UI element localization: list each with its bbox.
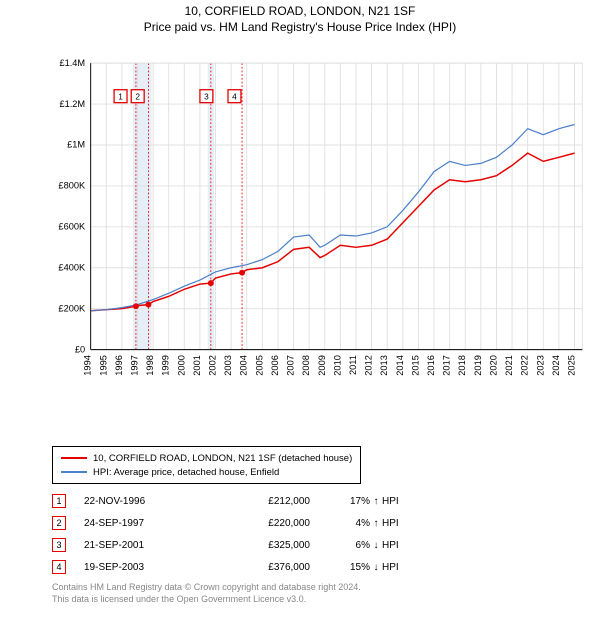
y-tick-label: £400K (58, 263, 86, 273)
x-tick-label: 2011 (348, 355, 358, 375)
y-tick-label: £1M (67, 140, 85, 150)
event-hpi: HPI (382, 496, 410, 507)
x-tick-label: 2003 (223, 355, 233, 376)
legend-label: HPI: Average price, detached house, Enfi… (93, 467, 279, 478)
event-hpi: HPI (382, 540, 410, 551)
event-date: 24-SEP-1997 (84, 518, 210, 529)
event-row: 1 22-NOV-1996£212,000 17%↑HPI (52, 490, 410, 512)
x-tick-label: 2013 (379, 355, 389, 376)
legend-item: 10, CORFIELD ROAD, LONDON, N21 1SF (deta… (61, 451, 352, 465)
x-tick-label: 2020 (488, 355, 498, 376)
y-tick-label: £800K (58, 181, 86, 191)
event-date: 19-SEP-2003 (84, 562, 210, 573)
x-tick-label: 1994 (83, 355, 93, 376)
x-tick-label: 2022 (520, 355, 530, 376)
legend-swatch (61, 471, 87, 473)
event-date: 22-NOV-1996 (84, 496, 210, 507)
x-tick-label: 2010 (332, 355, 342, 376)
footer-line2: This data is licensed under the Open Gov… (52, 594, 361, 606)
arrow-icon: ↑ (370, 518, 382, 529)
event-label-num: 3 (204, 91, 209, 101)
x-tick-label: 1995 (98, 355, 108, 376)
title-sub: Price paid vs. HM Land Registry's House … (0, 20, 600, 34)
chart-area: £0 £200K £400K £600K £800K £1M £1.2M £1.4M 1994 1… (50, 44, 586, 402)
chart-container: 10, CORFIELD ROAD, LONDON, N21 1SF Price… (0, 0, 600, 620)
event-pct: 17% (320, 496, 370, 507)
event-num-box: 2 (52, 516, 66, 530)
y-tick-label: £0 (75, 344, 85, 354)
x-tick-label: 2005 (254, 355, 264, 376)
chart-svg: £0 £200K £400K £600K £800K £1M £1.2M £1.4M 1994 1… (50, 44, 586, 402)
event-price: £220,000 (210, 518, 310, 529)
x-tick-label: 1998 (145, 355, 155, 376)
legend: 10, CORFIELD ROAD, LONDON, N21 1SF (deta… (52, 446, 361, 484)
events-table: 122-NOV-1996£212,00017%↑HPI224-SEP-1997£… (52, 490, 410, 578)
event-pct: 6% (320, 540, 370, 551)
x-tick-label: 2000 (176, 355, 186, 376)
event-row: 3 21-SEP-2001£325,000 6%↓HPI (52, 534, 410, 556)
x-tick-label: 2025 (566, 355, 576, 376)
event-row: 4 19-SEP-2003£376,000 15%↓HPI (52, 556, 410, 578)
x-tick-label: 1997 (129, 355, 139, 376)
y-tick-label: £1.2M (59, 99, 85, 109)
shaded-band (208, 63, 214, 349)
event-label-num: 4 (232, 91, 237, 101)
x-tick-label: 2007 (286, 355, 296, 376)
legend-swatch (61, 457, 87, 459)
event-num-box: 4 (52, 560, 66, 574)
y-tick-label: £600K (58, 222, 86, 232)
event-pct: 4% (320, 518, 370, 529)
event-date: 21-SEP-2001 (84, 540, 210, 551)
y-tick-label: £1.4M (59, 58, 85, 68)
x-tick-label: 2023 (535, 355, 545, 376)
series-price-paid (91, 153, 575, 311)
x-tick-label: 2004 (239, 355, 249, 376)
event-marker (239, 270, 245, 276)
y-tick-label: £200K (58, 303, 86, 313)
series-hpi (91, 124, 575, 310)
event-label-num: 1 (118, 91, 123, 101)
event-price: £376,000 (210, 562, 310, 573)
event-marker (133, 303, 139, 309)
x-tick-label: 2019 (473, 355, 483, 376)
event-num-box: 1 (52, 494, 66, 508)
event-num-box: 3 (52, 538, 66, 552)
x-tick-label: 2006 (270, 355, 280, 376)
legend-item: HPI: Average price, detached house, Enfi… (61, 465, 352, 479)
arrow-icon: ↓ (370, 562, 382, 573)
event-row: 2 24-SEP-1997£220,000 4%↑HPI (52, 512, 410, 534)
event-price: £325,000 (210, 540, 310, 551)
event-marker (208, 280, 214, 286)
event-hpi: HPI (382, 518, 410, 529)
event-hpi: HPI (382, 562, 410, 573)
x-tick-label: 2016 (426, 355, 436, 376)
title-block: 10, CORFIELD ROAD, LONDON, N21 1SF Price… (0, 0, 600, 34)
event-pct: 15% (320, 562, 370, 573)
arrow-icon: ↑ (370, 496, 382, 507)
x-tick-label: 1999 (161, 355, 171, 376)
x-tick-label: 2024 (551, 355, 561, 376)
x-tick-label: 2014 (395, 355, 405, 376)
event-price: £212,000 (210, 496, 310, 507)
event-label-num: 2 (135, 91, 140, 101)
x-tick-label: 2012 (364, 355, 374, 376)
x-tick-label: 2002 (208, 355, 218, 376)
x-tick-label: 2001 (192, 355, 202, 376)
title-main: 10, CORFIELD ROAD, LONDON, N21 1SF (0, 4, 600, 18)
x-tick-label: 1996 (114, 355, 124, 376)
x-tick-label: 2017 (442, 355, 452, 376)
footer-line1: Contains HM Land Registry data © Crown c… (52, 582, 361, 594)
x-tick-label: 2009 (317, 355, 327, 376)
legend-label: 10, CORFIELD ROAD, LONDON, N21 1SF (deta… (93, 453, 352, 464)
footer: Contains HM Land Registry data © Crown c… (52, 582, 361, 605)
plot-border (91, 63, 583, 349)
x-tick-label: 2008 (301, 355, 311, 376)
x-tick-label: 2015 (410, 355, 420, 376)
x-tick-label: 2018 (457, 355, 467, 376)
x-tick-label: 2021 (504, 355, 514, 376)
event-marker (145, 302, 151, 308)
arrow-icon: ↓ (370, 540, 382, 551)
